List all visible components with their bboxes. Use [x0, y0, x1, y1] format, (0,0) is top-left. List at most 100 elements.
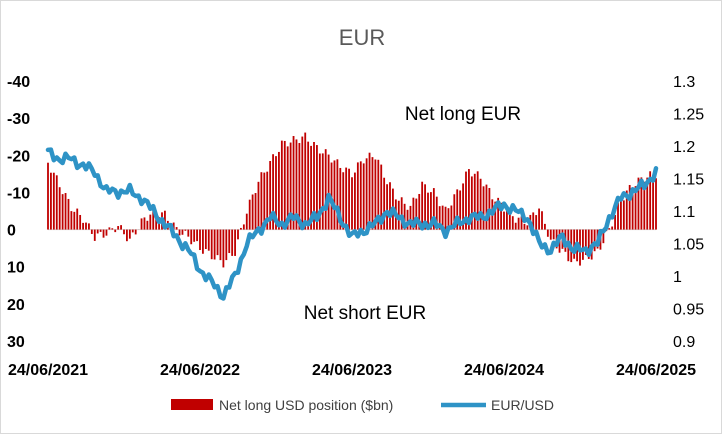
bar-net-long-usd — [260, 172, 262, 229]
bar-net-long-usd — [325, 149, 327, 229]
bar-net-long-usd — [284, 141, 286, 230]
bar-net-long-usd — [231, 230, 233, 256]
bar-net-long-usd — [518, 218, 520, 230]
bar-net-long-usd — [655, 178, 657, 229]
bar-net-long-usd — [474, 174, 476, 230]
y-left-tick-label: 30 — [7, 334, 25, 351]
bar-net-long-usd — [217, 230, 219, 256]
y-left-tick-label: -40 — [7, 74, 30, 91]
bar-net-long-usd — [304, 133, 306, 230]
bar-net-long-usd — [68, 199, 70, 230]
legend: Net long USD position ($bn) EUR/USD — [171, 397, 554, 413]
bar-net-long-usd — [652, 175, 654, 230]
legend-swatch-bars — [171, 399, 213, 410]
bar-net-long-usd — [252, 194, 254, 229]
bar-net-long-usd — [445, 207, 447, 230]
bar-net-long-usd — [65, 193, 67, 230]
bar-net-long-usd — [91, 230, 93, 234]
bar-net-long-usd — [348, 169, 350, 230]
y-right-tick-label: 1.3 — [673, 74, 695, 91]
bar-net-long-usd — [126, 230, 128, 242]
bar-net-long-usd — [594, 230, 596, 252]
bar-net-long-usd — [106, 230, 108, 236]
y-left-tick-label: 0 — [7, 223, 16, 240]
bar-net-long-usd — [179, 230, 181, 236]
bar-net-long-usd — [202, 230, 204, 254]
bar-net-long-usd — [611, 227, 613, 230]
bar-net-long-usd — [506, 211, 508, 230]
bar-net-long-usd — [281, 141, 283, 230]
bar-net-long-usd — [357, 162, 359, 229]
bar-net-long-usd — [62, 194, 64, 229]
bar-net-long-usd — [372, 157, 374, 229]
y-right-tick-label: 1.1 — [673, 204, 695, 221]
legend-label-line: EUR/USD — [491, 397, 554, 413]
bar-net-long-usd — [258, 182, 260, 230]
bar-net-long-usd — [550, 230, 552, 240]
bar-net-long-usd — [512, 216, 514, 229]
bar-net-long-usd — [176, 227, 178, 230]
bar-net-long-usd — [103, 230, 105, 238]
bar-net-long-usd — [53, 173, 55, 230]
y-right-tick-label: 1.2 — [673, 139, 695, 156]
bar-net-long-usd — [82, 223, 84, 230]
bar-net-long-usd — [111, 228, 113, 229]
bar-net-long-usd — [553, 230, 555, 240]
y-left-tick-label: -30 — [7, 111, 30, 128]
bar-net-long-usd — [117, 226, 119, 230]
y-right-tick-label: 0.95 — [673, 302, 704, 319]
bar-net-long-usd — [79, 215, 81, 230]
bar-net-long-usd — [208, 230, 210, 251]
bar-net-long-usd — [386, 184, 388, 229]
bar-net-long-usd — [255, 193, 257, 230]
bar-net-long-usd — [94, 230, 96, 241]
y-left-tick-label: 20 — [7, 297, 25, 314]
x-tick-label: 24/06/2024 — [464, 362, 544, 379]
y-left-tick-label: 10 — [7, 260, 25, 277]
bar-net-long-usd — [135, 230, 137, 235]
bar-net-long-usd — [369, 153, 371, 230]
bar-net-long-usd — [582, 230, 584, 260]
bar-net-long-usd — [73, 212, 75, 230]
bar-net-long-usd — [240, 228, 242, 230]
bar-net-long-usd — [59, 187, 61, 229]
bar-net-long-usd — [196, 230, 198, 242]
y-right-tick-label: 1.25 — [673, 107, 704, 124]
y-left-tick-label: -20 — [7, 148, 30, 165]
bar-net-long-usd — [620, 201, 622, 230]
bar-net-long-usd — [389, 182, 391, 229]
bar-net-long-usd — [515, 223, 517, 230]
bar-net-long-usd — [141, 218, 143, 229]
y-left-tick-label: -10 — [7, 185, 30, 202]
bar-net-long-usd — [363, 163, 365, 229]
bar-net-long-usd — [108, 227, 110, 229]
x-tick-label: 24/06/2021 — [8, 362, 88, 379]
bar-net-long-usd — [88, 223, 90, 229]
bar-net-long-usd — [538, 209, 540, 230]
bar-net-long-usd — [123, 230, 125, 235]
bar-net-long-usd — [524, 224, 526, 230]
bar-net-long-usd — [328, 155, 330, 230]
bar-net-long-usd — [132, 230, 134, 233]
annotation-net-long: Net long EUR — [405, 104, 521, 125]
bar-net-long-usd — [334, 160, 336, 229]
x-tick-label: 24/06/2022 — [160, 362, 240, 379]
bar-net-long-usd — [56, 175, 58, 229]
bar-net-long-usd — [76, 209, 78, 230]
bar-net-long-usd — [351, 177, 353, 229]
chart-title: EUR — [339, 25, 385, 50]
bar-net-long-usd — [149, 215, 151, 230]
bar-net-long-usd — [301, 137, 303, 230]
bar-net-long-usd — [526, 225, 528, 229]
bar-net-long-usd — [503, 212, 505, 230]
bar-net-long-usd — [190, 230, 192, 245]
x-tick-label: 24/06/2025 — [616, 362, 696, 379]
bar-net-long-usd — [50, 173, 52, 230]
bar-net-long-usd — [70, 211, 72, 229]
bar-net-long-usd — [623, 200, 625, 229]
bar-net-long-usd — [182, 230, 184, 235]
bar-net-long-usd — [243, 224, 245, 229]
y-right-tick-label: 0.9 — [673, 334, 695, 351]
bar-net-long-usd — [205, 230, 207, 249]
bar-net-long-usd — [120, 225, 122, 229]
